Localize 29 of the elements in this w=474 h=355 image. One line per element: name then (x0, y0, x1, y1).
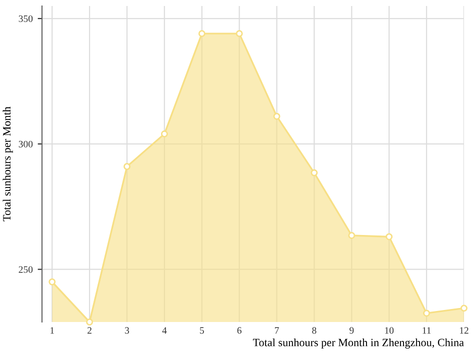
y-tick-label: 350 (18, 15, 33, 22)
x-tick-label: 9 (350, 327, 354, 334)
point (236, 30, 243, 38)
y-tick-label: 300 (18, 140, 33, 148)
point (460, 304, 468, 312)
x-tick-label: 8 (312, 327, 316, 334)
y-tick-label: 250 (18, 266, 33, 273)
x-axis-title: Total sunhours per Month in Zhengzhou, China (252, 338, 464, 349)
point (160, 130, 168, 138)
x-tick-label: 1 (50, 327, 54, 334)
x-tick-label: 2 (88, 327, 92, 334)
x-tick-label: 4 (162, 327, 167, 334)
x-tick-label: 3 (125, 327, 130, 334)
point (124, 163, 130, 170)
point (273, 112, 280, 120)
x-tick-label: 7 (274, 327, 279, 334)
point (310, 169, 318, 176)
point (48, 278, 56, 286)
point (348, 232, 356, 239)
point (86, 318, 94, 326)
x-tick-label: 6 (237, 327, 242, 334)
point (386, 233, 393, 240)
x-tick-label: 11 (422, 327, 431, 334)
point (423, 310, 430, 317)
x-tick-label: 10 (385, 327, 394, 334)
point (198, 30, 206, 38)
x-tick-label: 12 (460, 327, 468, 334)
y-axis-title: Total sunhours per Month (2, 106, 13, 222)
x-tick-label: 5 (200, 327, 204, 334)
